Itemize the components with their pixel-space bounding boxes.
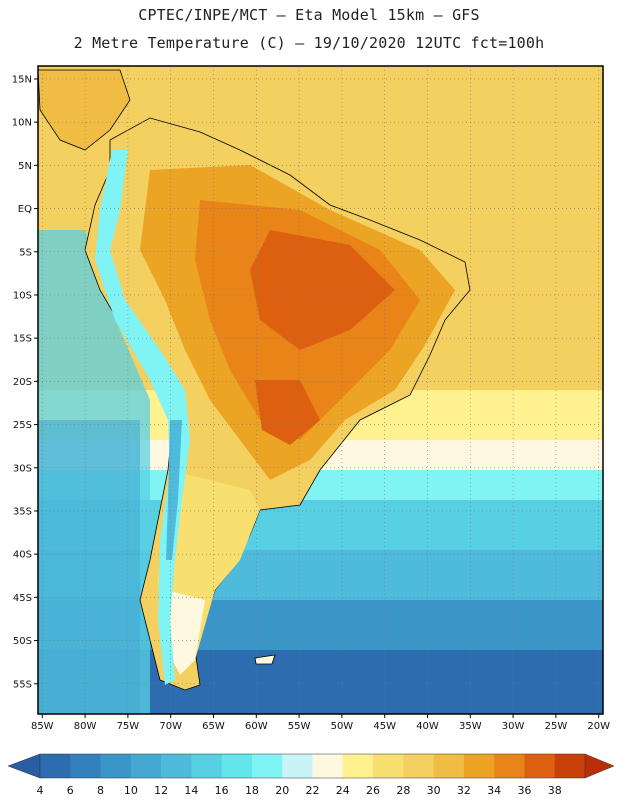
colorbar-label: 12 [154, 784, 168, 797]
colorbar-label: 18 [245, 784, 259, 797]
colorbar-label: 30 [427, 784, 441, 797]
colorbar-swatch [191, 754, 222, 778]
lon-tick-label: 20W [587, 721, 610, 732]
colorbar-swatch [312, 754, 344, 778]
chart-title-line1: CPTEC/INPE/MCT – Eta Model 15km – GFS [138, 6, 480, 24]
lat-tick-label: 55S [13, 679, 32, 690]
colorbar-swatch [524, 754, 556, 778]
south-pacific-field [38, 420, 140, 714]
colorbar-swatch [282, 754, 313, 778]
colorbar-label: 14 [184, 784, 198, 797]
lon-tick-label: 70W [159, 721, 182, 732]
colorbar-label: 22 [306, 784, 320, 797]
colorbar-label: 32 [457, 784, 471, 797]
colorbar-swatch [251, 754, 283, 778]
colorbar-label: 38 [548, 784, 562, 797]
colorbar-swatch [403, 754, 434, 778]
colorbar-swatch [100, 754, 132, 778]
lat-tick-label: 40S [13, 550, 32, 561]
lat-tick-label: 35S [13, 506, 32, 517]
central-america-landmass [37, 69, 131, 151]
lat-tick-label: 5N [18, 161, 32, 172]
falkland-islands [254, 654, 276, 665]
lon-tick-label: 60W [245, 721, 268, 732]
colorbar-swatch [373, 754, 404, 778]
lon-tick-label: 85W [31, 721, 54, 732]
colorbar-swatch [494, 754, 525, 778]
lat-tick-label: 25S [13, 420, 32, 431]
lat-tick-label: 15N [12, 74, 32, 85]
lat-tick-label: 10S [13, 290, 32, 301]
latitude-axis: 15N 10N 5N EQ 5S 10S 15S 20S 25S 30S 35S 40S 45S 50S 5… [12, 74, 38, 690]
andes-cold-ridge [95, 150, 190, 685]
lat-tick-label: 30S [13, 463, 32, 474]
longitude-axis: 85W 80W 75W 70W 65W 60W 55W 50W 45W 40W 35W 30W 25W 2… [31, 714, 610, 732]
lon-tick-label: 25W [545, 721, 568, 732]
colorbar-label: 8 [97, 784, 104, 797]
hottest-amazon-zone [250, 230, 395, 350]
lon-tick-label: 65W [202, 721, 225, 732]
lon-tick-label: 30W [502, 721, 525, 732]
hottest-parana-zone [255, 380, 320, 445]
land-temperature-field [37, 69, 471, 691]
colorbar-swatch [130, 754, 162, 778]
lon-tick-label: 55W [288, 721, 311, 732]
colorbar-swatch [40, 754, 71, 778]
colorbar-swatch [463, 754, 495, 778]
colorbar-swatch [342, 754, 374, 778]
colorbar-swatch [554, 754, 586, 778]
lat-tick-label: 45S [13, 593, 32, 604]
colorbar-label: 16 [215, 784, 229, 797]
colorbar-frame [39, 753, 586, 779]
map-frame [37, 65, 604, 715]
lon-tick-label: 35W [459, 721, 482, 732]
lat-tick-label: 20S [13, 377, 32, 388]
colorbar-label: 24 [336, 784, 350, 797]
lat-tick-label: 15S [13, 334, 32, 345]
colorbar-swatch [221, 754, 253, 778]
lon-tick-label: 50W [331, 721, 354, 732]
colorbar-label: 26 [366, 784, 380, 797]
lat-tick-label: 5S [19, 247, 32, 258]
chart-title-line2: 2 Metre Temperature (C) – 19/10/2020 12U… [73, 34, 545, 52]
andes-high-peaks [166, 420, 182, 560]
colorbar-swatch [161, 754, 192, 778]
lat-tick-label: 10N [12, 118, 32, 129]
colorbar-swatch [70, 754, 101, 778]
colorbar-label: 6 [67, 784, 74, 797]
map-gridlines [38, 66, 603, 714]
lat-tick-label: EQ [18, 204, 32, 215]
colorbar-low-arrow [7, 753, 41, 779]
lon-tick-label: 40W [416, 721, 439, 732]
lon-tick-label: 75W [117, 721, 140, 732]
colorbar-swatch [433, 754, 465, 778]
colorbar-label: 10 [124, 784, 138, 797]
colorbar-label: 36 [517, 784, 531, 797]
lon-tick-label: 80W [74, 721, 97, 732]
lon-tick-label: 45W [373, 721, 396, 732]
colorbar-label: 20 [275, 784, 289, 797]
colorbar-label: 4 [37, 784, 44, 797]
colorbar-label: 34 [487, 784, 501, 797]
colorbar-high-arrow [584, 753, 615, 779]
lat-tick-label: 50S [13, 636, 32, 647]
colorbar: 4 6 8 10 12 14 16 18 20 22 24 26 28 30 32 34 36 38 [7, 753, 615, 797]
colorbar-label: 28 [396, 784, 410, 797]
